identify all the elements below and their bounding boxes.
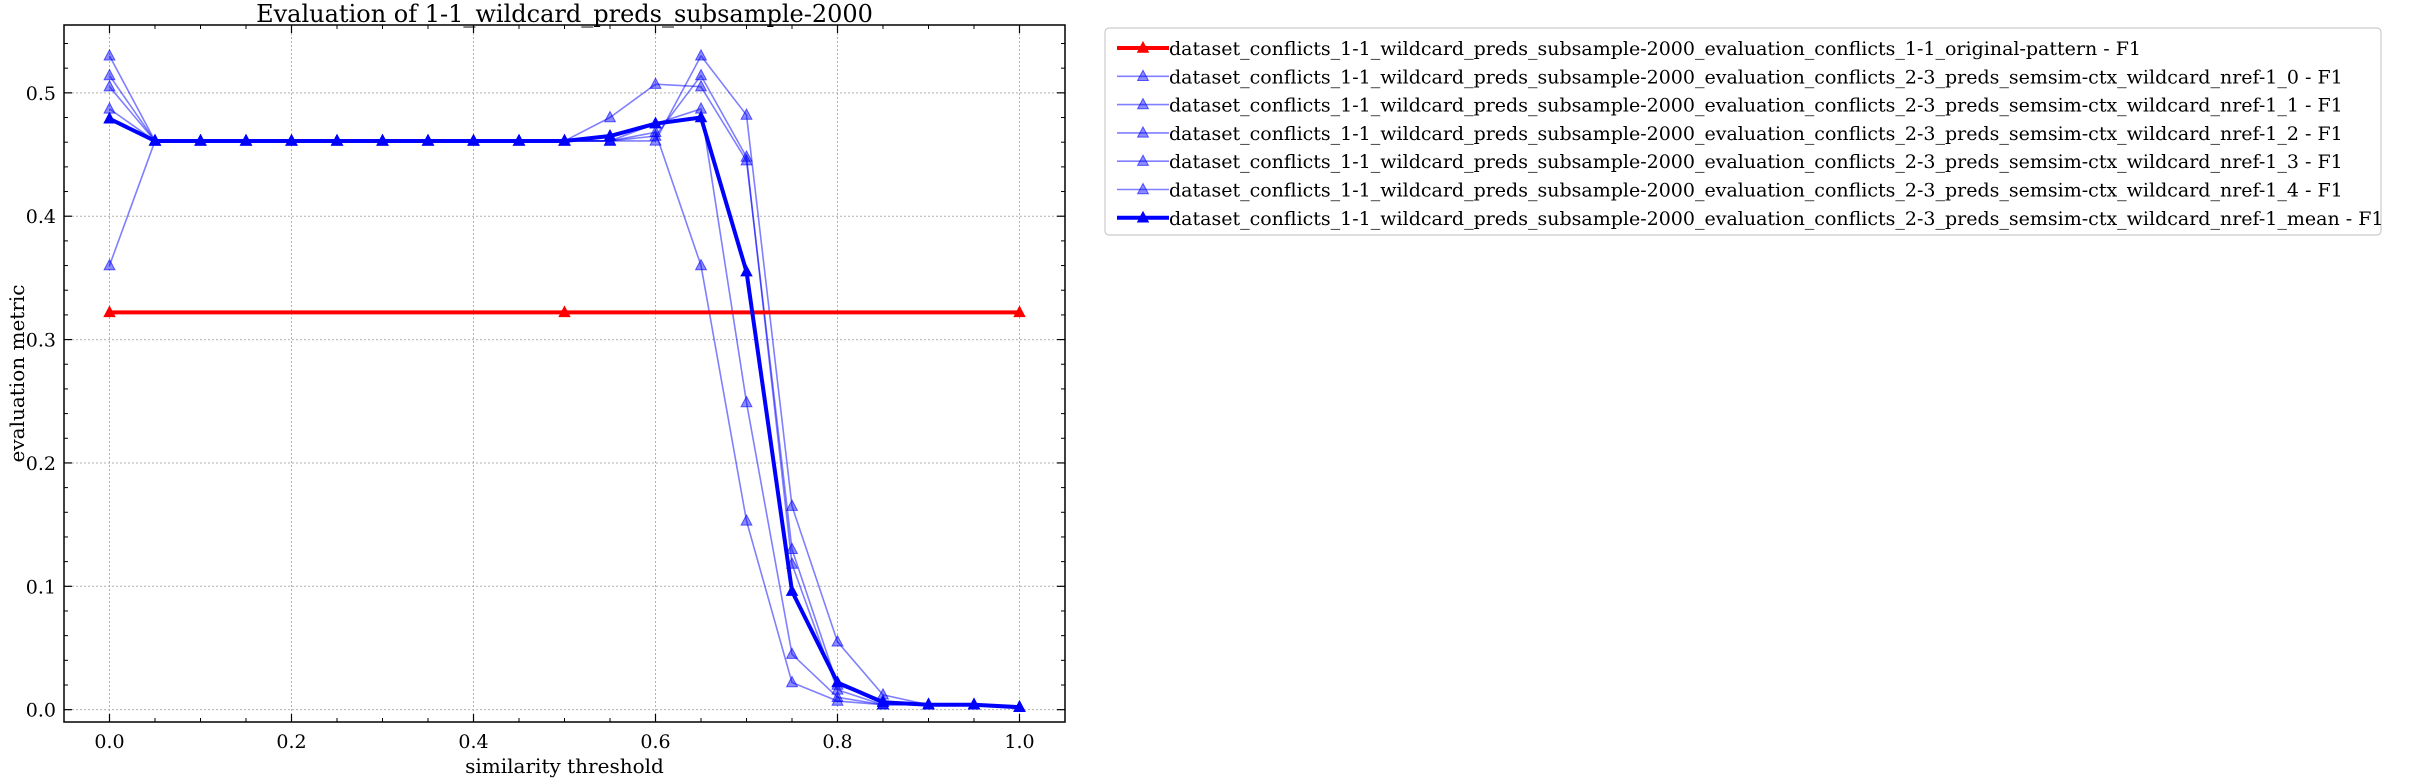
y-tick-label: 0.0: [26, 700, 56, 722]
legend-marker: [1136, 210, 1150, 223]
data-point: [103, 305, 116, 318]
legend-marker: [1136, 182, 1150, 195]
legend-entry-0: dataset_conflicts_1-1_wildcard_preds_sub…: [1117, 38, 2141, 60]
x-tick-label: 0.8: [822, 731, 852, 753]
data-point: [649, 116, 662, 129]
legend-frame: [1104, 27, 2382, 236]
x-tick-label: 0.6: [640, 731, 670, 753]
data-point: [376, 133, 389, 146]
data-point: [103, 79, 116, 92]
data-point: [103, 111, 116, 124]
data-point: [148, 133, 162, 146]
y-axis-label: evaluation metric: [5, 285, 29, 463]
data-point: [694, 258, 708, 271]
legend-marker: [1136, 69, 1150, 81]
legend-label: dataset_conflicts_1-1_wildcard_preds_sub…: [1169, 95, 2343, 117]
x-tick-label: 1.0: [1004, 731, 1034, 753]
data-point: [421, 133, 435, 146]
data-point: [740, 513, 753, 526]
data-point: [740, 395, 753, 408]
data-point: [967, 697, 981, 710]
legend-label: dataset_conflicts_1-1_wildcard_preds_sub…: [1169, 38, 2141, 60]
data-point: [740, 264, 753, 277]
data-point: [512, 133, 526, 146]
legend-label: dataset_conflicts_1-1_wildcard_preds_sub…: [1169, 151, 2343, 173]
data-point: [831, 682, 844, 695]
legend-entry-1: dataset_conflicts_1-1_wildcard_preds_sub…: [1117, 66, 2343, 88]
legend-entry-6: dataset_conflicts_1-1_wildcard_preds_sub…: [1117, 208, 2383, 230]
legend-label: dataset_conflicts_1-1_wildcard_preds_sub…: [1169, 123, 2343, 145]
x-tick-label: 0.4: [458, 731, 488, 753]
x-tick-label: 0.0: [94, 731, 124, 753]
legend-entry-2: dataset_conflicts_1-1_wildcard_preds_sub…: [1117, 95, 2343, 117]
data-point: [285, 133, 298, 146]
data-point: [694, 110, 708, 123]
data-point: [330, 133, 344, 146]
data-point: [603, 128, 617, 141]
y-tick-label: 0.4: [26, 206, 56, 228]
legend-entry-5: dataset_conflicts_1-1_wildcard_preds_sub…: [1117, 180, 2343, 202]
data-point: [603, 110, 617, 123]
y-tick-label: 0.2: [26, 453, 56, 475]
series-lines: [103, 48, 1026, 712]
data-point: [831, 693, 844, 706]
data-point: [785, 647, 799, 659]
data-point: [785, 542, 799, 554]
data-point: [922, 697, 935, 710]
data-point: [694, 79, 708, 92]
data-point: [558, 305, 571, 318]
data-point: [558, 133, 571, 146]
legend-entry-4: dataset_conflicts_1-1_wildcard_preds_sub…: [1117, 151, 2343, 173]
data-point: [1013, 700, 1026, 712]
data-point: [103, 48, 116, 61]
data-point: [103, 258, 116, 271]
data-point: [785, 499, 799, 511]
data-point: [649, 77, 662, 89]
y-tick-label: 0.1: [26, 576, 56, 598]
data-point: [740, 149, 753, 162]
x-tick-label: 0.2: [276, 731, 306, 753]
data-point: [876, 695, 890, 707]
data-point: [649, 128, 662, 141]
y-tick-label: 0.3: [26, 330, 56, 352]
data-point: [467, 133, 480, 146]
data-point: [831, 690, 844, 703]
data-point: [1013, 305, 1026, 318]
legend-label: dataset_conflicts_1-1_wildcard_preds_sub…: [1169, 180, 2343, 202]
data-point: [785, 584, 799, 596]
legend-marker: [1136, 154, 1150, 166]
legend-label: dataset_conflicts_1-1_wildcard_preds_sub…: [1169, 208, 2383, 230]
axis-ticks: 0.0 0.2 0.4 0.6 0.8 1.0 0.0 0.1 0.2 0.3 0.4 0.5: [26, 25, 1066, 753]
data-point: [785, 675, 799, 688]
series-6: [103, 110, 1026, 712]
data-point: [694, 48, 708, 61]
data-point: [194, 133, 207, 146]
legend-entry-3: dataset_conflicts_1-1_wildcard_preds_sub…: [1117, 123, 2343, 145]
data-point: [740, 107, 753, 120]
legend-marker: [1136, 40, 1150, 53]
data-point: [239, 133, 253, 146]
y-tick-label: 0.5: [26, 83, 56, 105]
series-0: [103, 305, 1026, 318]
data-point: [831, 634, 844, 647]
legend: dataset_conflicts_1-1_wildcard_preds_sub…: [1104, 27, 2383, 236]
x-axis-label: similarity threshold: [465, 754, 664, 778]
chart-title: Evaluation of 1-1_wildcard_preds_subsamp…: [256, 0, 873, 28]
data-point: [694, 68, 708, 81]
legend-marker: [1136, 125, 1150, 138]
data-point: [831, 675, 844, 688]
legend-marker: [1136, 97, 1150, 110]
legend-label: dataset_conflicts_1-1_wildcard_preds_sub…: [1169, 66, 2343, 88]
